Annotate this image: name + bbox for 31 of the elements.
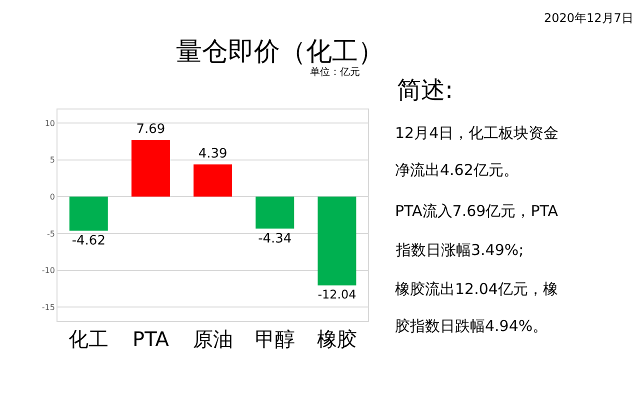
x-tick-label: PTA [132, 327, 170, 352]
data-label: -12.04 [318, 287, 356, 302]
bar [131, 140, 170, 197]
bar [318, 196, 356, 286]
y-tick-label: 10 [44, 118, 55, 128]
y-tick-label: 0 [50, 192, 55, 202]
y-tick-label: -10 [42, 266, 55, 276]
bar [194, 164, 232, 197]
x-tick-label: 原油 [192, 327, 233, 352]
data-label: 4.39 [198, 146, 228, 162]
text: 胶指数日跌幅4.94%。 [395, 317, 548, 335]
text: PTA流入7.69亿元，PTA [395, 202, 559, 220]
text: 12月4日，化工板块资金 [395, 124, 559, 142]
y-tick-label: 5 [50, 156, 55, 165]
x-tick-label: 化工 [68, 327, 109, 352]
data-label: -4.62 [72, 234, 106, 249]
text: 指数日涨幅3.49%; [395, 241, 524, 259]
bar [256, 196, 294, 229]
text: 单位：亿元 [310, 66, 360, 78]
text: 2020年12月7日 [544, 11, 634, 25]
data-label: -4.34 [258, 232, 292, 247]
text: 橡胶流出12.04亿元，橡 [395, 280, 558, 298]
y-tick-label: -5 [47, 229, 55, 238]
x-tick-label: 橡胶 [316, 327, 357, 352]
y-tick-label: -15 [42, 302, 55, 312]
text: 简述: [397, 76, 454, 104]
data-label: 7.69 [136, 122, 166, 138]
x-tick-label: 甲醇 [254, 327, 295, 352]
chart-title: 量仓即价（化工） [176, 37, 384, 67]
text: 净流出4.62亿元。 [395, 161, 518, 179]
bar [69, 196, 108, 231]
